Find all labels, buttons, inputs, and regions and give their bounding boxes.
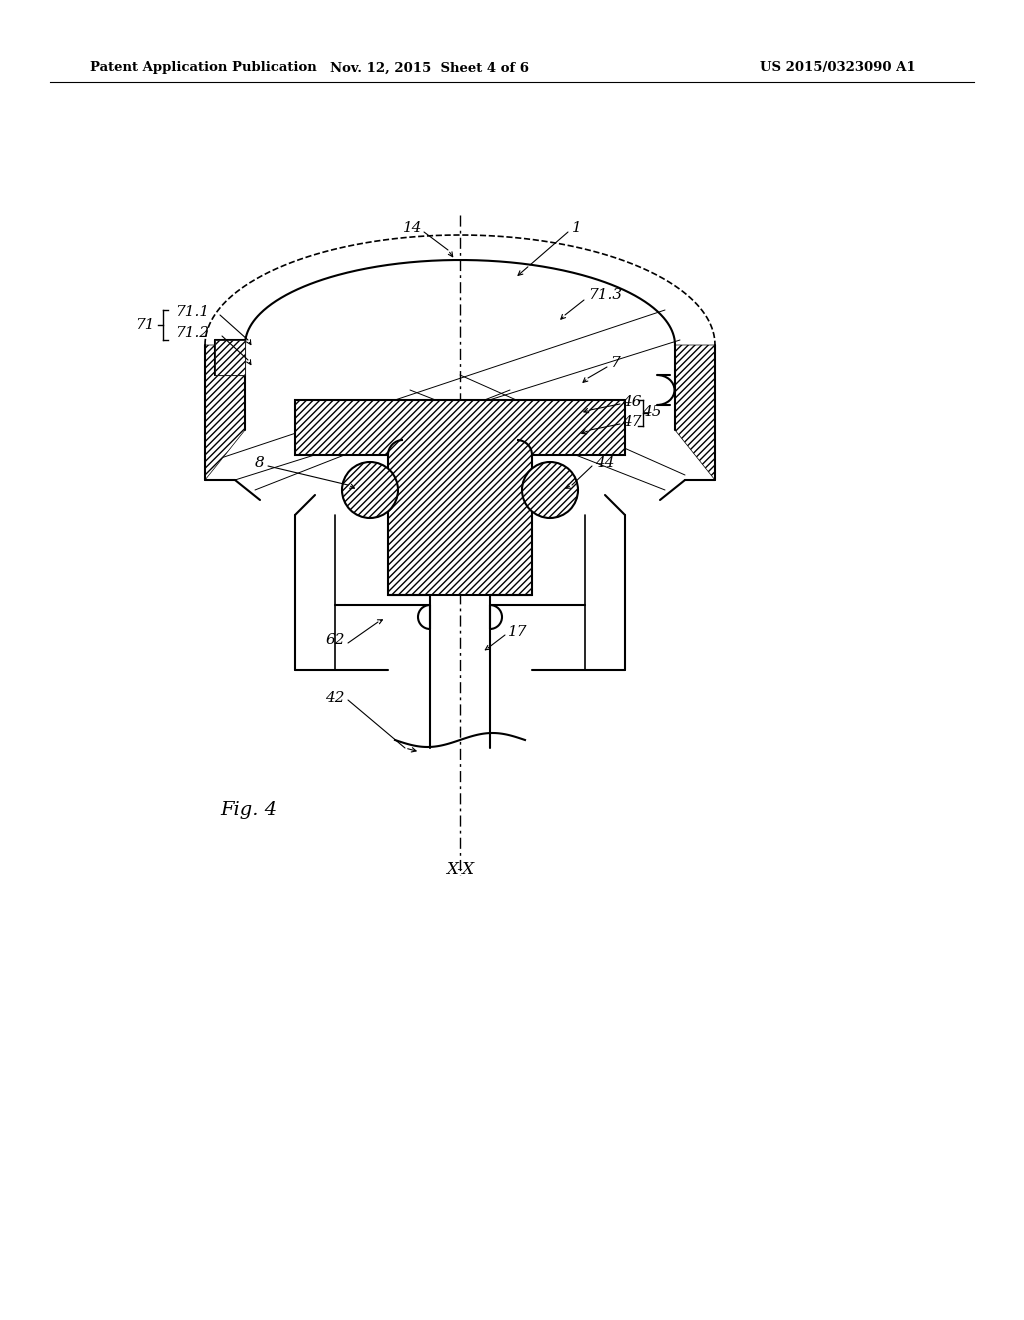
Text: 71.1: 71.1: [175, 305, 209, 319]
Polygon shape: [295, 400, 625, 595]
Text: 1: 1: [572, 220, 582, 235]
Text: US 2015/0323090 A1: US 2015/0323090 A1: [760, 62, 915, 74]
Polygon shape: [675, 345, 715, 480]
Text: 14: 14: [402, 220, 422, 235]
Text: 44: 44: [595, 455, 614, 470]
Text: 45: 45: [642, 405, 662, 418]
Text: 62: 62: [326, 634, 345, 647]
Text: 71.2: 71.2: [175, 326, 209, 341]
Text: 42: 42: [326, 690, 345, 705]
Text: Nov. 12, 2015  Sheet 4 of 6: Nov. 12, 2015 Sheet 4 of 6: [331, 62, 529, 74]
Ellipse shape: [522, 462, 578, 517]
Text: 71.3: 71.3: [588, 288, 623, 302]
Text: 46: 46: [622, 395, 641, 409]
Ellipse shape: [342, 462, 398, 517]
Polygon shape: [215, 341, 245, 375]
Text: 7: 7: [610, 356, 620, 370]
Text: 47: 47: [622, 414, 641, 429]
Text: Patent Application Publication: Patent Application Publication: [90, 62, 316, 74]
Text: 17: 17: [508, 624, 527, 639]
Text: Fig. 4: Fig. 4: [220, 801, 278, 818]
Text: 71: 71: [135, 318, 155, 333]
Text: X-X: X-X: [445, 862, 474, 879]
Polygon shape: [205, 345, 245, 480]
Text: 8: 8: [255, 455, 265, 470]
